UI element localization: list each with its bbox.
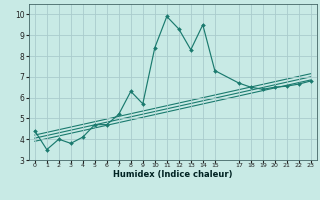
X-axis label: Humidex (Indice chaleur): Humidex (Indice chaleur) bbox=[113, 170, 233, 179]
